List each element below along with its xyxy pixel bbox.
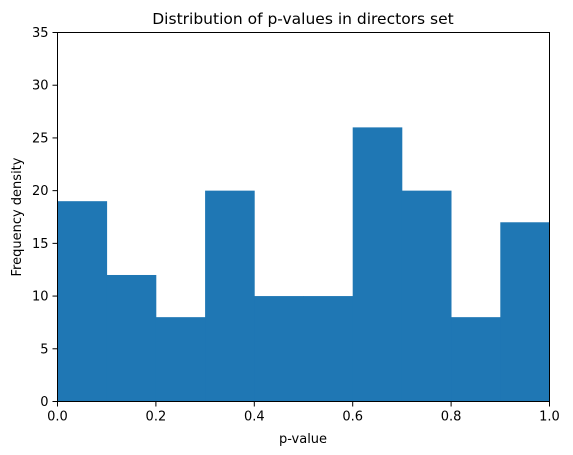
y-axis-title: Frequency density [10, 157, 25, 276]
x-tick-label: 0.0 [47, 410, 68, 425]
y-tick-label: 30 [32, 79, 49, 94]
histogram-bar [352, 127, 403, 402]
x-axis-title: p-value [279, 432, 327, 447]
y-tick-label: 20 [32, 184, 49, 199]
x-tick-label: 0.2 [146, 410, 167, 425]
x-tick-label: 0.8 [441, 410, 462, 425]
histogram-bar [57, 201, 108, 402]
y-tick-label: 0 [40, 395, 48, 410]
histogram-bar [205, 190, 255, 402]
histogram-bar [106, 274, 157, 402]
y-tick-label: 25 [32, 131, 49, 146]
y-tick-label: 5 [40, 342, 48, 357]
plot-frame [57, 32, 550, 402]
histogram-bar [401, 190, 452, 402]
x-axis-ticks: 0.0 0.2 0.4 0.6 0.8 1.0 [47, 401, 560, 425]
histogram-bar [155, 317, 206, 402]
x-tick-label: 1.0 [539, 410, 560, 425]
histogram-bar [254, 296, 304, 402]
x-tick-label: 0.6 [342, 410, 363, 425]
histogram-bar [500, 222, 550, 402]
y-axis-ticks: 0 5 10 15 20 25 30 35 [32, 26, 58, 410]
y-tick-label: 35 [32, 26, 49, 41]
bars-group [57, 127, 550, 402]
y-tick-label: 10 [32, 290, 49, 305]
histogram-bar [451, 317, 501, 402]
y-tick-label: 15 [32, 237, 49, 252]
x-tick-label: 0.4 [244, 410, 265, 425]
chart-title: Distribution of p-values in directors se… [152, 10, 454, 28]
histogram-bar [303, 296, 354, 402]
